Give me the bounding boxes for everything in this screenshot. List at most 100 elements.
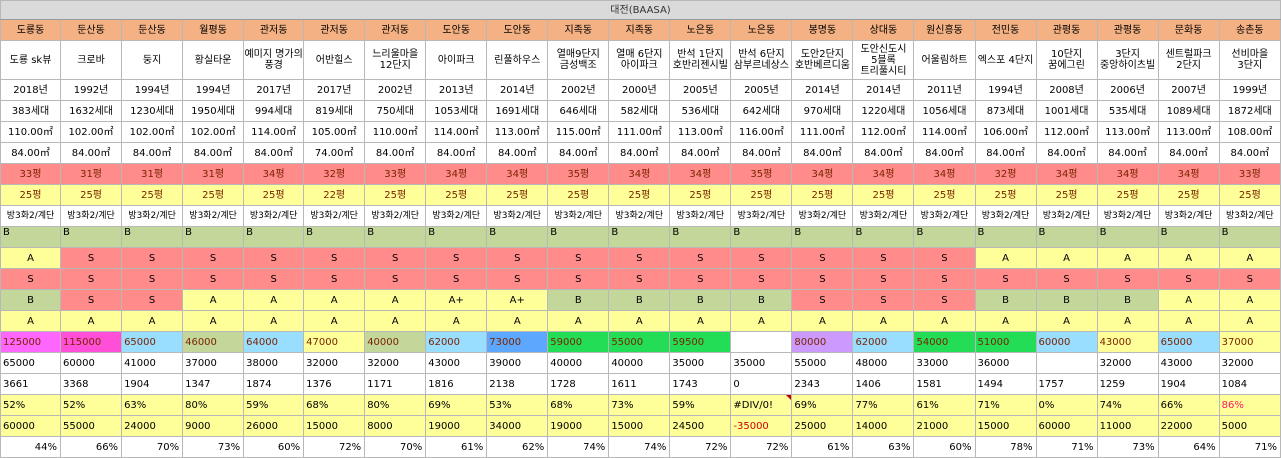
exclusive-pyeong-cell[interactable]: 25평 — [608, 184, 671, 206]
grade-row1-cell[interactable]: B — [182, 226, 245, 248]
jeonse-ratio-cell[interactable]: 68% — [547, 394, 610, 416]
household-count-cell[interactable]: 1001세대 — [1035, 100, 1098, 122]
exclusive-pyeong-cell[interactable]: 25평 — [730, 184, 793, 206]
supply-area-cell[interactable]: 111.00㎡ — [791, 121, 854, 143]
grade-row4-cell[interactable]: B — [547, 289, 610, 311]
grade-row2-cell[interactable]: S — [425, 247, 488, 269]
grade-row5-cell[interactable]: A — [669, 310, 732, 332]
sale-price-cell[interactable]: 37000 — [1218, 331, 1281, 353]
grade-row4-cell[interactable]: A — [303, 289, 366, 311]
price-per-pyeong-cell[interactable]: 1904 — [121, 373, 184, 395]
built-year-cell[interactable]: 2018년 — [0, 79, 62, 101]
exclusive-area-cell[interactable]: 84.00㎡ — [425, 142, 488, 164]
district-cell[interactable]: 관평동 — [1035, 19, 1098, 41]
exclusive-area-cell[interactable]: 84.00㎡ — [486, 142, 549, 164]
supply-area-cell[interactable]: 112.00㎡ — [1035, 121, 1098, 143]
grade-row3-cell[interactable]: S — [1035, 268, 1098, 290]
built-year-cell[interactable]: 2002년 — [547, 79, 610, 101]
layout-cell[interactable]: 방3화2/계단 — [243, 205, 305, 227]
grade-row3-cell[interactable]: S — [364, 268, 427, 290]
grade-row4-cell[interactable]: B — [730, 289, 793, 311]
gap-amount-cell[interactable]: 5000 — [1218, 415, 1281, 437]
district-cell[interactable]: 둔산동 — [60, 19, 123, 41]
exclusive-pyeong-cell[interactable]: 25평 — [1218, 184, 1281, 206]
jeonse-price-cell[interactable]: 55000 — [791, 352, 854, 374]
jeonse-price-cell[interactable]: 37000 — [182, 352, 245, 374]
supply-pyeong-cell[interactable]: 34평 — [913, 163, 976, 185]
ratio2-cell[interactable]: 62% — [486, 436, 549, 458]
supply-pyeong-cell[interactable]: 32평 — [974, 163, 1037, 185]
jeonse-ratio-cell[interactable]: 69% — [425, 394, 488, 416]
household-count-cell[interactable]: 1220세대 — [852, 100, 915, 122]
supply-area-cell[interactable]: 102.00㎡ — [182, 121, 245, 143]
grade-row4-cell[interactable]: B — [669, 289, 732, 311]
supply-pyeong-cell[interactable]: 33평 — [364, 163, 427, 185]
built-year-cell[interactable]: 1999년 — [1218, 79, 1281, 101]
layout-cell[interactable]: 방3화2/계단 — [547, 205, 610, 227]
supply-area-cell[interactable]: 111.00㎡ — [608, 121, 671, 143]
complex-name-cell[interactable]: 아이파크 — [425, 40, 488, 80]
ratio2-cell[interactable]: 73% — [1096, 436, 1159, 458]
exclusive-area-cell[interactable]: 84.00㎡ — [608, 142, 671, 164]
jeonse-ratio-cell[interactable]: 68% — [303, 394, 366, 416]
built-year-cell[interactable]: 2017년 — [243, 79, 305, 101]
supply-area-cell[interactable]: 108.00㎡ — [1218, 121, 1281, 143]
supply-pyeong-cell[interactable]: 34평 — [425, 163, 488, 185]
grade-row5-cell[interactable]: A — [0, 310, 62, 332]
built-year-cell[interactable]: 2007년 — [1157, 79, 1220, 101]
household-count-cell[interactable]: 970세대 — [791, 100, 854, 122]
price-per-pyeong-cell[interactable]: 1494 — [974, 373, 1037, 395]
gap-amount-cell[interactable]: 60000 — [1035, 415, 1098, 437]
built-year-cell[interactable]: 2008년 — [1035, 79, 1098, 101]
grade-row5-cell[interactable]: A — [1035, 310, 1098, 332]
jeonse-ratio-cell[interactable]: 86% — [1218, 394, 1281, 416]
supply-pyeong-cell[interactable]: 33평 — [0, 163, 62, 185]
supply-pyeong-cell[interactable]: 34평 — [1035, 163, 1098, 185]
built-year-cell[interactable]: 2014년 — [852, 79, 915, 101]
exclusive-area-cell[interactable]: 84.00㎡ — [974, 142, 1037, 164]
gap-amount-cell[interactable]: 15000 — [974, 415, 1037, 437]
grade-row5-cell[interactable]: A — [243, 310, 305, 332]
grade-row5-cell[interactable]: A — [121, 310, 184, 332]
grade-row5-cell[interactable]: A — [608, 310, 671, 332]
built-year-cell[interactable]: 2014년 — [486, 79, 549, 101]
ratio2-cell[interactable]: 70% — [121, 436, 184, 458]
district-cell[interactable]: 관평동 — [1096, 19, 1159, 41]
supply-area-cell[interactable]: 102.00㎡ — [121, 121, 184, 143]
supply-pyeong-cell[interactable]: 33평 — [1218, 163, 1281, 185]
supply-area-cell[interactable]: 116.00㎡ — [730, 121, 793, 143]
supply-area-cell[interactable]: 115.00㎡ — [547, 121, 610, 143]
grade-row1-cell[interactable]: B — [974, 226, 1037, 248]
price-per-pyeong-cell[interactable]: 1259 — [1096, 373, 1159, 395]
gap-amount-cell[interactable]: 19000 — [547, 415, 610, 437]
grade-row3-cell[interactable]: S — [791, 268, 854, 290]
complex-name-cell[interactable]: 열매 6단지 아이파크 — [608, 40, 671, 80]
grade-row2-cell[interactable]: S — [608, 247, 671, 269]
gap-amount-cell[interactable]: 24000 — [121, 415, 184, 437]
jeonse-price-cell[interactable]: 32000 — [1218, 352, 1281, 374]
complex-name-cell[interactable]: 10단지 꿈에그린 — [1035, 40, 1098, 80]
exclusive-pyeong-cell[interactable]: 25평 — [243, 184, 305, 206]
complex-name-cell[interactable]: 황실타운 — [182, 40, 245, 80]
exclusive-area-cell[interactable]: 84.00㎡ — [852, 142, 915, 164]
district-cell[interactable]: 상대동 — [852, 19, 915, 41]
supply-area-cell[interactable]: 114.00㎡ — [243, 121, 305, 143]
supply-pyeong-cell[interactable]: 34평 — [486, 163, 549, 185]
ratio2-cell[interactable]: 70% — [364, 436, 427, 458]
grade-row2-cell[interactable]: A — [1096, 247, 1159, 269]
sale-price-cell[interactable]: 125000 — [0, 331, 62, 353]
complex-name-cell[interactable]: 열매9단지 금성백조 — [547, 40, 610, 80]
jeonse-price-cell[interactable]: 39000 — [486, 352, 549, 374]
jeonse-ratio-cell[interactable]: 77% — [852, 394, 915, 416]
grade-row4-cell[interactable]: B — [0, 289, 62, 311]
grade-row1-cell[interactable]: B — [1218, 226, 1281, 248]
supply-pyeong-cell[interactable]: 35평 — [730, 163, 793, 185]
sale-price-cell[interactable]: 73000 — [486, 331, 549, 353]
supply-pyeong-cell[interactable]: 34평 — [1096, 163, 1159, 185]
grade-row3-cell[interactable]: S — [303, 268, 366, 290]
layout-cell[interactable]: 방3화2/계단 — [364, 205, 427, 227]
grade-row4-cell[interactable]: B — [974, 289, 1037, 311]
district-cell[interactable]: 도안동 — [425, 19, 488, 41]
built-year-cell[interactable]: 2002년 — [364, 79, 427, 101]
exclusive-pyeong-cell[interactable]: 25평 — [913, 184, 976, 206]
